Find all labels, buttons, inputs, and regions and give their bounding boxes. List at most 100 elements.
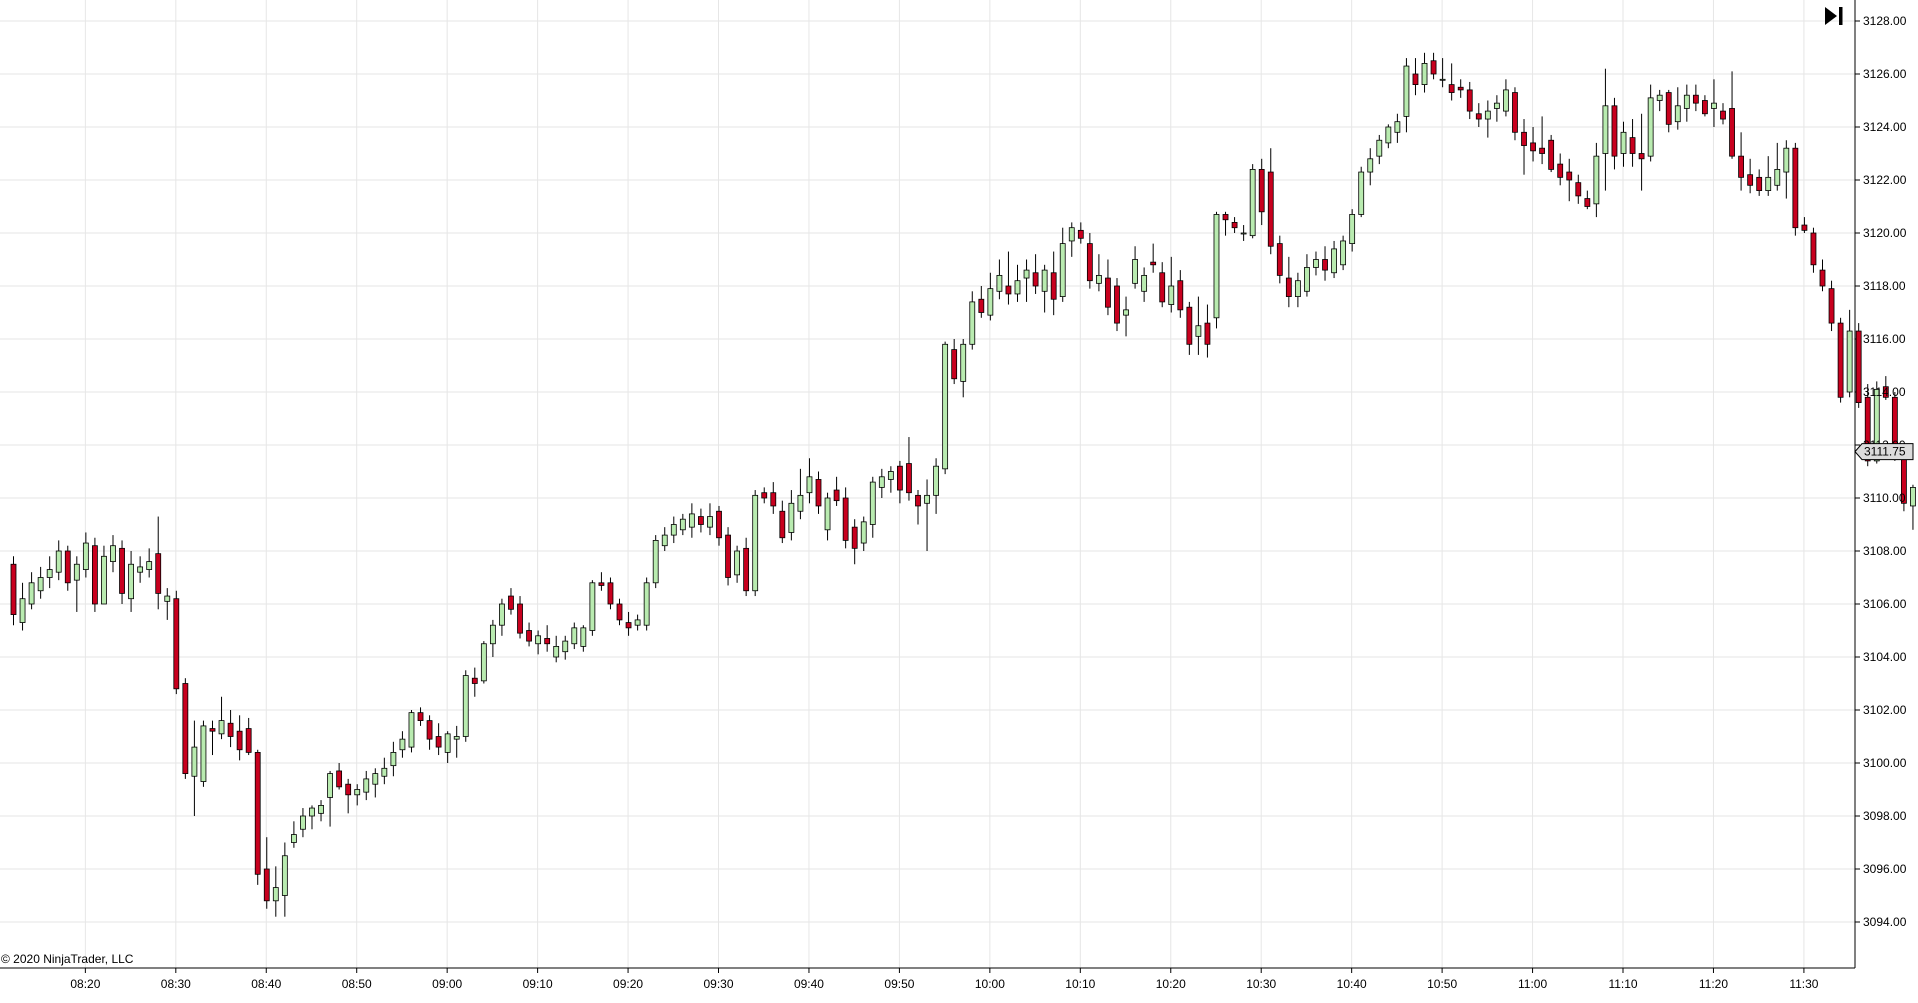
candle-body-down	[1665, 92, 1672, 125]
candle-body-down	[336, 770, 343, 788]
candle-body-up	[887, 471, 894, 480]
candle	[28, 572, 35, 610]
candle	[1195, 296, 1202, 355]
candle-body-down	[1177, 280, 1184, 311]
candle	[625, 611, 632, 636]
candle	[1258, 158, 1265, 226]
candle-body-up	[860, 521, 867, 544]
candle	[200, 720, 207, 787]
candle-body-up	[327, 773, 333, 798]
candle	[1231, 217, 1238, 233]
candle-body-up	[1068, 227, 1075, 242]
candle-body-up	[146, 561, 153, 570]
candle	[408, 710, 415, 753]
candle-body-down	[1611, 105, 1618, 157]
candle	[634, 614, 641, 631]
candle-body-up	[752, 494, 759, 592]
candle	[1747, 158, 1754, 194]
candle-body-down	[978, 298, 985, 313]
candle-body-up	[707, 516, 713, 528]
y-tick-label: 3106.00	[1863, 597, 1907, 611]
candle	[770, 482, 777, 514]
candle	[897, 460, 903, 504]
candle-body-up	[1593, 155, 1600, 205]
candle-body-up	[444, 733, 451, 753]
candle	[372, 768, 379, 798]
candle	[752, 490, 759, 597]
x-tick-label: 10:20	[1156, 977, 1186, 991]
candle	[336, 763, 343, 790]
y-tick-label: 3120.00	[1863, 226, 1907, 240]
candle-body-down	[833, 489, 840, 502]
candle-body-down	[1738, 155, 1744, 178]
candle	[535, 630, 542, 655]
candle-body-up	[562, 640, 569, 653]
candle	[1711, 79, 1717, 127]
y-tick-label: 3098.00	[1863, 809, 1907, 823]
candle-body-down	[1539, 147, 1546, 154]
candle	[1114, 278, 1120, 332]
candle	[1575, 174, 1582, 204]
candle-body-up	[1439, 78, 1446, 81]
candle-body-down	[155, 553, 162, 594]
candle	[1086, 233, 1093, 289]
candle	[1412, 58, 1419, 96]
candle-body-down	[625, 622, 632, 629]
y-tick-label: 3100.00	[1863, 756, 1907, 770]
candle	[1421, 52, 1428, 93]
candle	[128, 551, 134, 612]
candle-body-down	[698, 516, 704, 525]
candle	[245, 717, 252, 756]
candle	[453, 725, 460, 758]
candle-body-up	[281, 855, 288, 896]
x-tick-label: 08:20	[70, 977, 100, 991]
candle	[381, 757, 388, 785]
candle-body-up	[869, 481, 876, 525]
candle	[1014, 264, 1021, 302]
candle-body-down	[842, 497, 849, 541]
current-price-label: 3111.75	[1864, 445, 1906, 459]
current-price-marker: 3111.75	[1854, 443, 1914, 461]
candle	[1783, 140, 1790, 199]
y-tick-label: 3122.00	[1863, 173, 1907, 187]
candle	[1882, 376, 1889, 400]
candle-body-up	[824, 497, 831, 531]
candle-body-up	[1041, 269, 1048, 292]
candle	[1376, 134, 1383, 165]
candle	[1204, 304, 1211, 358]
y-tick-label: 3110.00	[1863, 491, 1906, 505]
candle	[906, 437, 912, 501]
candle	[399, 731, 406, 758]
candle	[1512, 87, 1518, 141]
candle-body-down	[1638, 153, 1645, 160]
candle	[1729, 71, 1735, 159]
candle-body-down	[1521, 131, 1527, 146]
candle-body-up	[580, 627, 587, 647]
candle	[1177, 270, 1184, 318]
y-tick-label: 3096.00	[1863, 862, 1907, 876]
candle-body-up	[1656, 94, 1663, 101]
candle-body-up	[1059, 243, 1066, 298]
candle-body-down	[263, 868, 270, 902]
candle-body-up	[218, 720, 225, 735]
candle	[1240, 225, 1247, 241]
candle	[779, 500, 786, 544]
candle	[19, 582, 26, 631]
candle-body-down	[471, 677, 478, 684]
goto-end-button[interactable]	[1822, 4, 1846, 28]
candle	[309, 805, 315, 830]
candle-body-up	[1910, 486, 1916, 507]
candle-body-down	[417, 712, 424, 722]
candle-body-down	[1720, 110, 1726, 120]
candle	[851, 519, 858, 565]
candle-body-up	[1168, 285, 1175, 305]
candle-body-down	[1692, 94, 1699, 104]
x-tick-label: 10:50	[1427, 977, 1457, 991]
candle-body-up	[1023, 269, 1030, 279]
candle-body-down	[906, 463, 912, 494]
y-tick-label: 3094.00	[1863, 915, 1907, 929]
candle	[815, 471, 822, 514]
candle-body-up	[1783, 147, 1790, 173]
